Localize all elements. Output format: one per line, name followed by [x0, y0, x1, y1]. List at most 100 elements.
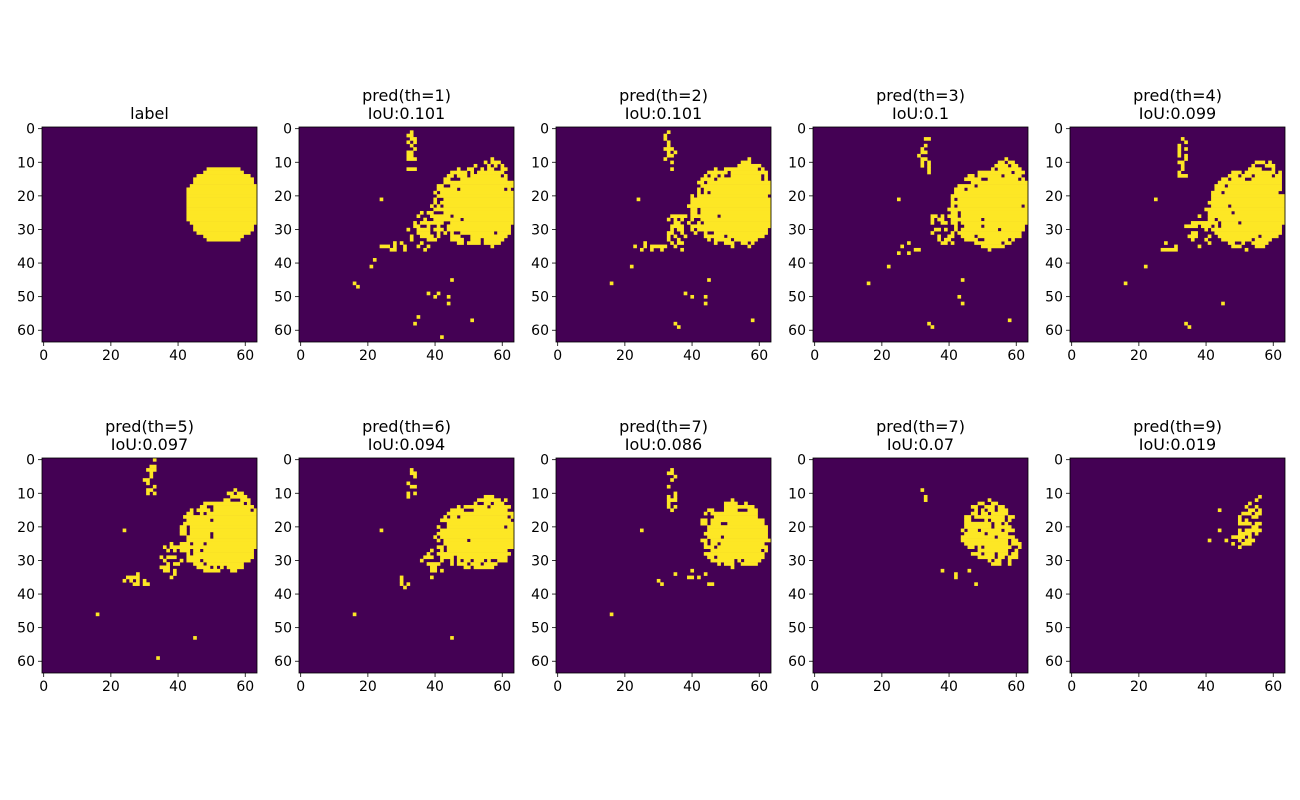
heatmap-cell [713, 241, 718, 245]
y-tick-label: 10 [531, 155, 549, 171]
heatmap-cell [734, 237, 758, 242]
heatmap-cell [683, 234, 688, 239]
heatmap-cell [927, 163, 931, 168]
y-tick-label: 0 [797, 122, 806, 138]
heatmap-cell [1251, 241, 1269, 245]
heatmap-cell [747, 244, 752, 249]
heatmap-cell [660, 582, 664, 586]
heatmap-cell [957, 204, 1022, 208]
heatmap-cell [136, 572, 140, 576]
heatmap-cell [423, 555, 434, 560]
y-tick-label: 30 [274, 553, 292, 569]
heatmap-cell [907, 241, 911, 245]
panel-title: label [2, 105, 297, 123]
heatmap-cell [930, 325, 935, 329]
heatmap-cell [1207, 538, 1212, 543]
heatmap-cell [186, 190, 258, 195]
heatmap-cell [670, 214, 688, 218]
heatmap-cell [1184, 321, 1188, 326]
heatmap-cell [690, 294, 695, 299]
heatmap-cell [1211, 197, 1286, 202]
heatmap-cell [183, 521, 258, 526]
heatmap-cell [450, 234, 461, 239]
panel-title-text: pred(th=9) [1133, 417, 1222, 436]
heatmap-cell [710, 174, 718, 178]
heatmap-cell [456, 505, 461, 509]
heatmap-cell [419, 210, 424, 215]
heatmap-cell [450, 221, 515, 225]
heatmap-cell [950, 217, 982, 222]
heatmap-cell [159, 565, 170, 570]
heatmap-cell [1254, 244, 1266, 249]
heatmap-cell [1007, 558, 1012, 563]
heatmap-cell [1217, 180, 1282, 185]
heatmap-cell [473, 163, 478, 168]
panel-title-text: pred(th=4) [1133, 86, 1222, 105]
heatmap-cell [450, 562, 454, 566]
y-tick-label: 30 [1045, 553, 1063, 569]
heatmap-cell [460, 231, 495, 235]
heatmap-cell [1017, 545, 1022, 549]
heatmap-cell [490, 157, 495, 161]
heatmap-cell [717, 555, 765, 560]
axes-frame [298, 126, 515, 343]
heatmap-cell [997, 508, 1009, 513]
y-tick-label: 40 [531, 256, 549, 272]
heatmap-cell [977, 501, 985, 506]
heatmap-cell [666, 471, 674, 476]
heatmap-cell [977, 234, 1022, 239]
heatmap-cell [1207, 210, 1232, 215]
heatmap-cell [1160, 247, 1178, 252]
heatmap-cell [950, 197, 955, 202]
heatmap-cell [460, 187, 505, 192]
heatmap-cell [666, 237, 671, 242]
heatmap-cell [1258, 494, 1262, 499]
heatmap-cell [609, 612, 614, 617]
panel-title: pred(th=3) IoU:0.1 [773, 87, 1068, 123]
heatmap-cell [470, 174, 501, 178]
heatmap-cell [166, 562, 170, 566]
heatmap-cell [189, 184, 258, 188]
panel-subtitle: IoU:0.101 [624, 104, 703, 123]
heatmap-cell [430, 214, 451, 218]
heatmap-cell [1024, 204, 1029, 208]
heatmap-cell [1244, 505, 1249, 509]
heatmap-cell [697, 187, 701, 192]
heatmap-cell [189, 531, 211, 536]
axes-frame [1069, 457, 1286, 674]
heatmap-cell [1231, 170, 1242, 175]
heatmap-cell [203, 501, 244, 506]
heatmap-cell [436, 204, 441, 208]
heatmap-cell [193, 227, 254, 232]
y-tick-label: 10 [274, 486, 292, 502]
heatmap-cell [403, 585, 407, 590]
heatmap-cell [703, 187, 772, 192]
x-tick-label: 20 [359, 679, 377, 695]
heatmap-cell [727, 521, 765, 526]
y-tick-label: 40 [274, 587, 292, 603]
heatmap-cell [1177, 147, 1182, 151]
heatmap-cell [1244, 247, 1249, 252]
heatmap-cell [1197, 214, 1202, 218]
heatmap-cell [703, 531, 768, 536]
heatmap-cell [984, 505, 995, 509]
heatmap-cell [666, 140, 671, 145]
y-tick-label: 0 [26, 122, 35, 138]
heatmap-cell [189, 221, 258, 225]
heatmap-cell [213, 505, 254, 509]
heatmap-cell [987, 531, 1009, 536]
heatmap-cell [930, 221, 935, 225]
y-tick-label: 50 [788, 290, 806, 306]
heatmap-cell [980, 508, 985, 513]
heatmap-cell [683, 291, 688, 296]
heatmap-cell [747, 508, 758, 513]
heatmap-cell [991, 501, 999, 506]
heatmap-cell [670, 508, 674, 513]
y-tick-label: 40 [531, 587, 549, 603]
heatmap-cell [1221, 221, 1239, 225]
heatmap-cell [493, 501, 505, 506]
heatmap-cell [436, 187, 458, 192]
